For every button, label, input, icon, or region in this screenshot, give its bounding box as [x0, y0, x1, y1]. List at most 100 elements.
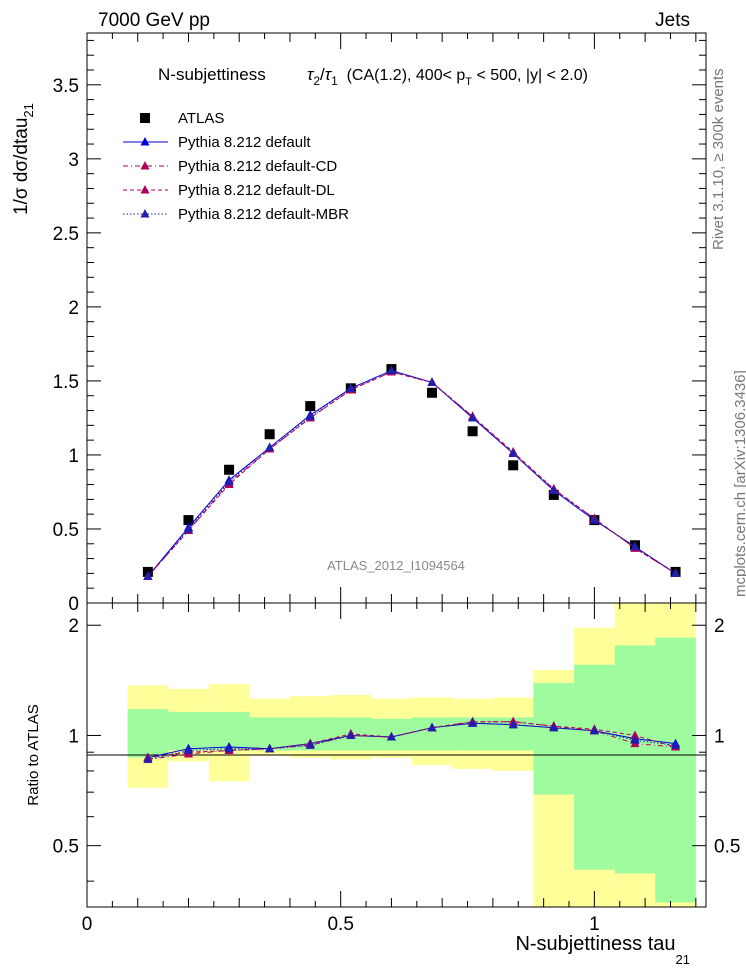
ratio-band-inner	[533, 683, 575, 795]
main-y-tick-label: 3.5	[53, 76, 79, 97]
rivet-version-label: Rivet 3.1.10, ≥ 300k events	[710, 68, 727, 250]
mc-point	[549, 485, 559, 494]
ratio-point	[305, 740, 315, 749]
data-point-atlas	[264, 429, 275, 440]
ratio-point	[630, 730, 640, 739]
mc-point	[305, 411, 315, 420]
main-y-tick-label: 1	[68, 446, 79, 467]
legend-label: Pythia 8.212 default-MBR	[178, 206, 349, 223]
ratio-point	[468, 718, 478, 727]
legend-marker	[140, 209, 150, 218]
series-line	[147, 371, 676, 577]
mcplots-source-label: mcplots.cern.ch [arXiv:1306.3436]	[732, 370, 746, 597]
ratio-point	[589, 725, 599, 735]
analysis-id-watermark: ATLAS_2012_I1094564	[327, 558, 465, 573]
main-y-axis-label-text: 1/σ dσ/dtau	[11, 118, 32, 215]
main-title-tau2-sub: 2	[313, 74, 320, 88]
main-series-0	[142, 364, 681, 577]
legend-label: Pythia 8.212 default-CD	[178, 158, 337, 175]
main-series-3	[143, 367, 681, 580]
legend-marker	[140, 185, 150, 194]
x-axis: 0 0.5 1	[82, 33, 697, 935]
ratio-point	[549, 722, 559, 732]
ratio-point	[224, 743, 234, 753]
ratio-y-tick-label-right: 0.5	[714, 837, 740, 858]
ratio-y-axis-label: Ratio to ATLAS	[25, 704, 42, 805]
main-title: N-subjettiness τ2/τ1 (CA(1.2), 400< pT <…	[158, 65, 588, 89]
main-y-tick-label: 3	[68, 150, 79, 171]
legend: ATLAS Pythia 8.212 default Pythia 8.212 de…	[123, 110, 349, 223]
header-energy-label: 7000 GeV pp	[98, 10, 210, 31]
mc-point	[671, 568, 681, 577]
ratio-series-line	[147, 722, 676, 760]
ratio-point	[427, 722, 437, 732]
ratio-y-axis: 0.5 0.5 1 1 2 2	[53, 616, 740, 882]
legend-marker-atlas	[140, 113, 150, 123]
ratio-band-inner	[614, 645, 656, 874]
data-point-atlas	[305, 401, 316, 412]
main-y-tick-label: 1.5	[53, 372, 79, 393]
x-tick-label: 1	[589, 914, 600, 935]
mc-point	[346, 383, 356, 392]
ratio-point	[346, 730, 356, 739]
mc-point	[589, 515, 599, 524]
main-plot-panel: 00.511.522.533.5 N-subjettiness τ2/τ1 (C…	[11, 32, 707, 615]
ratio-band-inner	[411, 717, 453, 751]
data-point-atlas	[508, 460, 519, 471]
main-title-selection: (CA(1.2), 400< p	[347, 67, 466, 84]
mc-point	[265, 442, 275, 452]
main-title-observable: N-subjettiness	[158, 65, 266, 84]
ratio-point	[671, 740, 681, 749]
mc-point	[224, 476, 234, 486]
main-title-tau2: τ	[307, 65, 315, 84]
ratio-series-group	[143, 716, 681, 763]
mc-point	[183, 523, 193, 533]
main-title-tau1-sub: 1	[331, 74, 338, 88]
x-axis-label: N-subjettiness tau21	[515, 933, 690, 967]
data-point-atlas	[548, 489, 559, 500]
ratio-plot-frame	[86, 602, 707, 908]
mc-point	[630, 541, 640, 551]
legend-label: Pythia 8.212 default	[178, 134, 311, 151]
ratio-y-tick-label-right: 2	[714, 616, 725, 637]
main-title-slash: /	[320, 65, 325, 84]
mc-point	[468, 412, 478, 422]
mc-point	[508, 448, 518, 457]
header-process-label: Jets	[655, 10, 690, 31]
ratio-plot-panel: 0.5 0.51 12 2 0 0.5 1 Ratio to ATLAS N-subjet…	[25, 33, 740, 967]
ratio-y-tick-label-right: 1	[714, 726, 725, 747]
ratio-point	[508, 719, 518, 729]
ratio-point	[386, 732, 396, 741]
legend-label: Pythia 8.212 default-DL	[178, 182, 335, 199]
ratio-point	[630, 735, 640, 744]
ratio-band-inner	[655, 637, 696, 903]
legend-marker	[140, 137, 150, 146]
main-series-group	[142, 364, 681, 580]
data-point-atlas	[467, 426, 478, 437]
ratio-point	[183, 745, 193, 754]
data-point-atlas	[183, 515, 194, 526]
ratio-band-inner	[127, 709, 169, 758]
ratio-point	[143, 754, 153, 763]
main-title-tau1: τ	[325, 65, 333, 84]
main-series-2	[143, 367, 681, 580]
mc-point	[143, 571, 153, 580]
legend-marker	[140, 161, 150, 170]
main-y-tick-label: 0	[68, 594, 79, 615]
ratio-y-tick-label: 2	[68, 616, 79, 637]
mc-point	[386, 365, 396, 375]
data-point-atlas	[427, 387, 438, 398]
main-title-selection-tail: < 500, |y| < 2.0)	[472, 67, 588, 84]
x-tick-label: 0.5	[327, 914, 353, 935]
ratio-band-inner	[574, 664, 615, 870]
main-title-pt-sub: T	[465, 76, 472, 88]
legend-label: ATLAS	[178, 110, 224, 127]
series-line	[147, 370, 676, 577]
main-y-axis-label: 1/σ dσ/dtau21	[11, 103, 36, 215]
main-y-axis-label-sub: 21	[21, 103, 36, 117]
main-y-axis: 0 0.5 1 1.5 2 2.5 3 3.5	[53, 39, 706, 615]
ratio-uncertainty-bands	[127, 603, 696, 907]
x-axis-label-sub: 21	[676, 952, 690, 967]
mc-point	[427, 377, 437, 386]
